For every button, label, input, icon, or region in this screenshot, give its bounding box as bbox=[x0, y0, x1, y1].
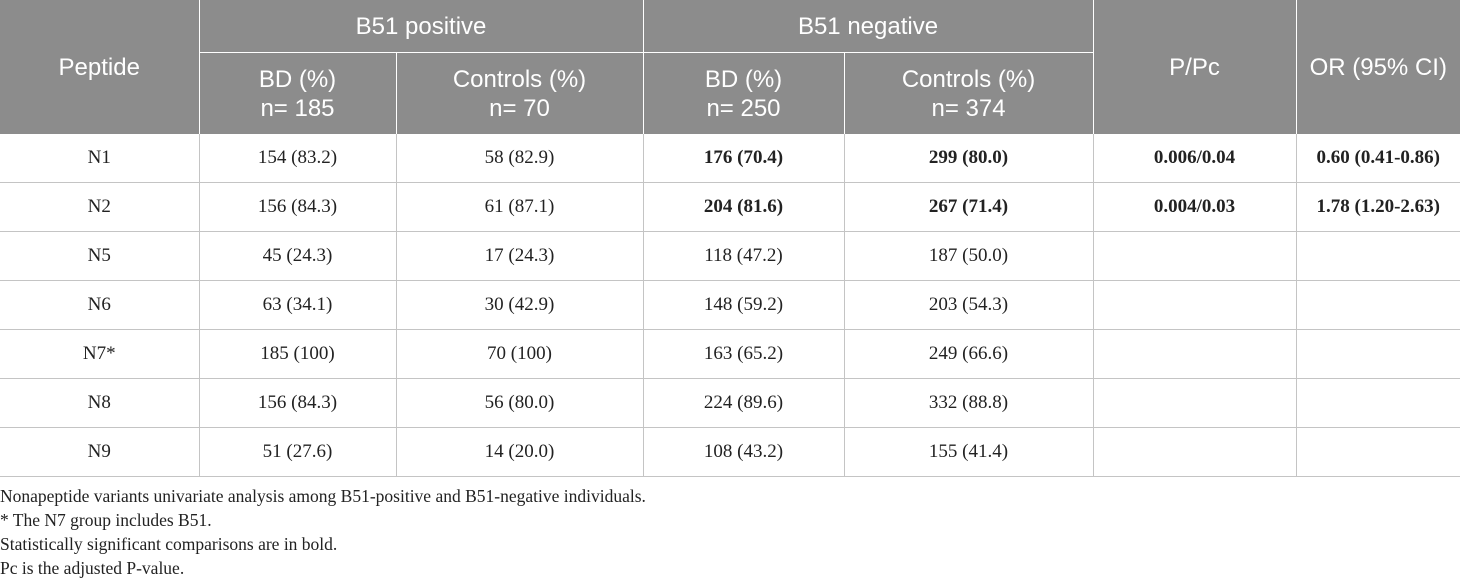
cell-b51pos-controls: 61 (87.1) bbox=[395, 182, 643, 232]
cell-peptide: N2 bbox=[0, 182, 199, 232]
table-row: N2 156 (84.3) 61 (87.1) 204 (81.6) 267 (… bbox=[0, 182, 1460, 232]
cell-or-ci bbox=[1295, 231, 1460, 281]
header-n-count: n= 250 bbox=[706, 94, 781, 122]
cell-b51pos-controls: 56 (80.0) bbox=[395, 378, 643, 428]
cell-peptide: N7* bbox=[0, 329, 199, 379]
cell-or-ci bbox=[1295, 329, 1460, 379]
cell-b51neg-bd: 148 (59.2) bbox=[642, 280, 844, 330]
cell-b51pos-bd: 156 (84.3) bbox=[198, 182, 396, 232]
footnote: Pc is the adjusted P-value. bbox=[0, 558, 185, 578]
footnote: Statistically significant comparisons ar… bbox=[0, 534, 338, 554]
cell-b51neg-controls: 249 (66.6) bbox=[843, 329, 1094, 379]
cell-b51pos-bd: 154 (83.2) bbox=[198, 134, 396, 183]
cell-b51pos-controls: 14 (20.0) bbox=[395, 427, 643, 477]
table-row: N9 51 (27.6) 14 (20.0) 108 (43.2) 155 (4… bbox=[0, 427, 1460, 477]
cell-p-pc bbox=[1092, 231, 1297, 281]
cell-b51neg-bd: 224 (89.6) bbox=[642, 378, 844, 428]
table-row: N7* 185 (100) 70 (100) 163 (65.2) 249 (6… bbox=[0, 329, 1460, 379]
cell-b51neg-bd: 176 (70.4) bbox=[642, 134, 844, 183]
cell-b51pos-controls: 17 (24.3) bbox=[395, 231, 643, 281]
cell-b51pos-controls: 70 (100) bbox=[395, 329, 643, 379]
header-p-pc: P/Pc bbox=[1092, 0, 1297, 134]
header-bd-label: BD (%) bbox=[704, 65, 783, 93]
table-row: N1 154 (83.2) 58 (82.9) 176 (70.4) 299 (… bbox=[0, 134, 1460, 183]
cell-peptide: N1 bbox=[0, 134, 199, 183]
cell-b51neg-bd: 108 (43.2) bbox=[642, 427, 844, 477]
header-controls-label: Controls (%) bbox=[901, 65, 1036, 93]
cell-b51pos-bd: 51 (27.6) bbox=[198, 427, 396, 477]
cell-b51neg-controls: 299 (80.0) bbox=[843, 134, 1094, 183]
cell-b51neg-controls: 332 (88.8) bbox=[843, 378, 1094, 428]
cell-peptide: N5 bbox=[0, 231, 199, 281]
cell-b51neg-controls: 203 (54.3) bbox=[843, 280, 1094, 330]
cell-or-ci bbox=[1295, 378, 1460, 428]
cell-p-pc bbox=[1092, 329, 1297, 379]
cell-p-pc bbox=[1092, 427, 1297, 477]
table-footnotes: Nonapeptide variants univariate analysis… bbox=[0, 484, 646, 580]
cell-b51pos-bd: 63 (34.1) bbox=[198, 280, 396, 330]
header-bd-label: BD (%) bbox=[258, 65, 337, 93]
cell-b51neg-controls: 267 (71.4) bbox=[843, 182, 1094, 232]
cell-p-pc: 0.006/0.04 bbox=[1092, 134, 1297, 183]
header-n-count: n= 185 bbox=[260, 94, 335, 122]
cell-peptide: N6 bbox=[0, 280, 199, 330]
header-n-count: n= 374 bbox=[931, 94, 1006, 122]
cell-b51pos-bd: 45 (24.3) bbox=[198, 231, 396, 281]
header-controls-label: Controls (%) bbox=[452, 65, 587, 93]
table-row: N6 63 (34.1) 30 (42.9) 148 (59.2) 203 (5… bbox=[0, 280, 1460, 330]
cell-or-ci: 0.60 (0.41-0.86) bbox=[1295, 134, 1460, 183]
cell-peptide: N8 bbox=[0, 378, 199, 428]
cell-b51neg-controls: 187 (50.0) bbox=[843, 231, 1094, 281]
table-row: N8 156 (84.3) 56 (80.0) 224 (89.6) 332 (… bbox=[0, 378, 1460, 428]
results-table: Peptide B51 positive B51 negative P/Pc O… bbox=[0, 0, 1460, 477]
cell-or-ci bbox=[1295, 280, 1460, 330]
table-header: Peptide B51 positive B51 negative P/Pc O… bbox=[0, 0, 1460, 134]
cell-b51pos-bd: 156 (84.3) bbox=[198, 378, 396, 428]
header-b51pos-bd: BD (%) n= 185 bbox=[198, 52, 396, 134]
header-n-count: n= 70 bbox=[489, 94, 550, 122]
cell-or-ci: 1.78 (1.20-2.63) bbox=[1295, 182, 1460, 232]
header-b51-positive: B51 positive bbox=[198, 0, 643, 53]
cell-p-pc bbox=[1092, 280, 1297, 330]
cell-b51neg-bd: 118 (47.2) bbox=[642, 231, 844, 281]
footnote: * The N7 group includes B51. bbox=[0, 510, 212, 530]
header-b51neg-bd: BD (%) n= 250 bbox=[642, 52, 844, 134]
cell-b51pos-controls: 30 (42.9) bbox=[395, 280, 643, 330]
cell-b51neg-controls: 155 (41.4) bbox=[843, 427, 1094, 477]
cell-p-pc bbox=[1092, 378, 1297, 428]
header-or-ci: OR (95% CI) bbox=[1295, 0, 1460, 134]
cell-b51pos-controls: 58 (82.9) bbox=[395, 134, 643, 183]
table-row: N5 45 (24.3) 17 (24.3) 118 (47.2) 187 (5… bbox=[0, 231, 1460, 281]
header-b51neg-controls: Controls (%) n= 374 bbox=[843, 52, 1094, 134]
cell-b51neg-bd: 163 (65.2) bbox=[642, 329, 844, 379]
header-b51pos-controls: Controls (%) n= 70 bbox=[395, 52, 643, 134]
cell-peptide: N9 bbox=[0, 427, 199, 477]
header-b51-negative: B51 negative bbox=[642, 0, 1094, 53]
cell-b51pos-bd: 185 (100) bbox=[198, 329, 396, 379]
cell-b51neg-bd: 204 (81.6) bbox=[642, 182, 844, 232]
header-peptide: Peptide bbox=[0, 0, 199, 134]
cell-or-ci bbox=[1295, 427, 1460, 477]
footnote: Nonapeptide variants univariate analysis… bbox=[0, 486, 646, 506]
table-body: N1 154 (83.2) 58 (82.9) 176 (70.4) 299 (… bbox=[0, 134, 1460, 477]
cell-p-pc: 0.004/0.03 bbox=[1092, 182, 1297, 232]
